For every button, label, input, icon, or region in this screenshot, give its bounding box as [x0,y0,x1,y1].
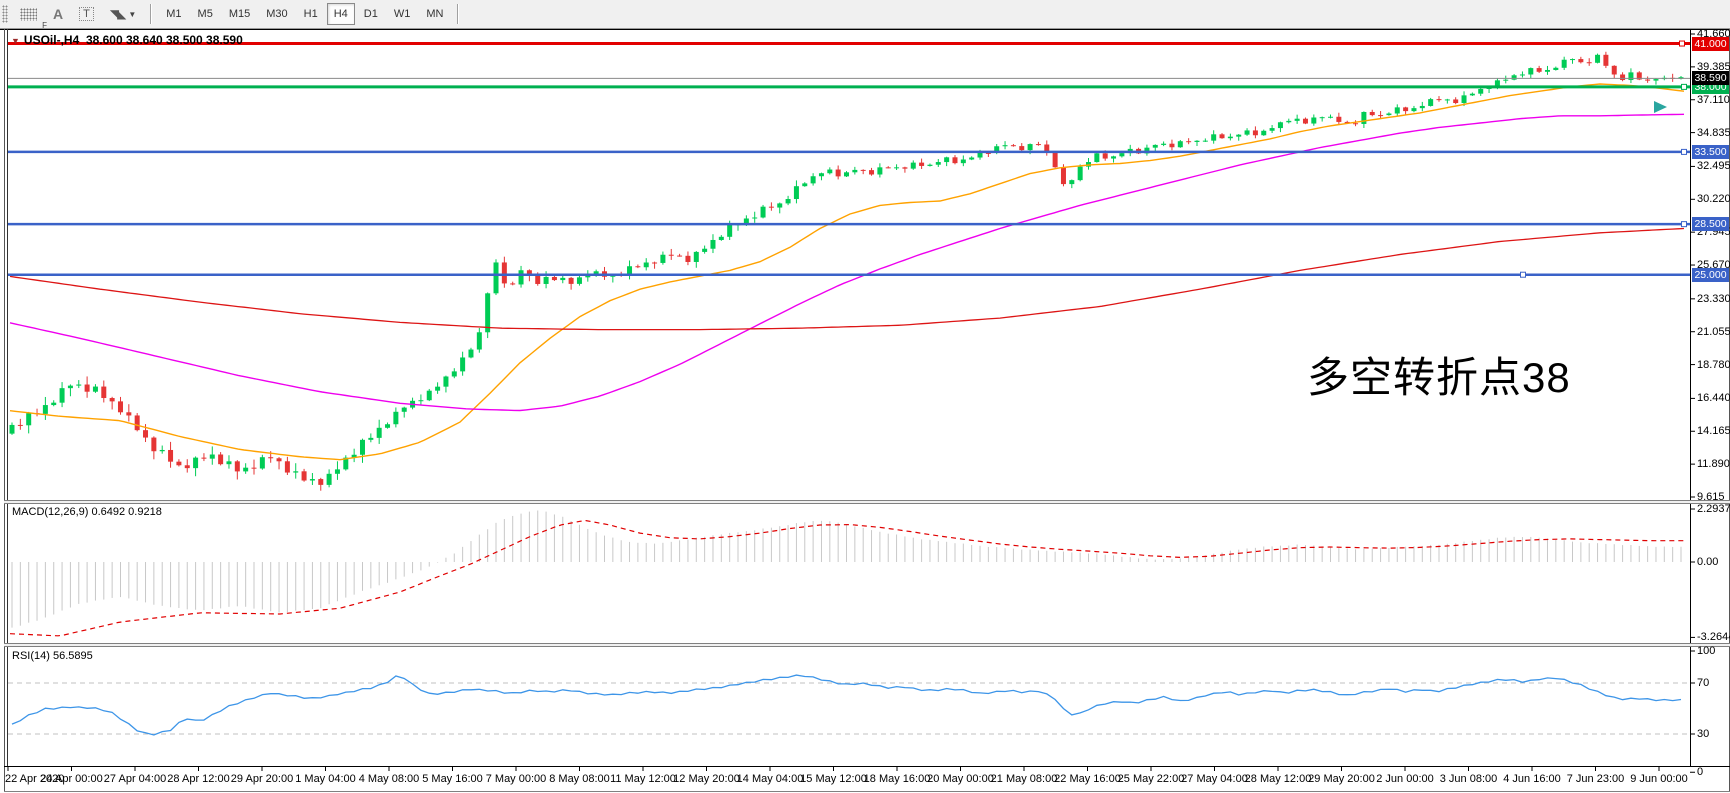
symbol-name: USOil-,H4 [23,33,80,47]
chart-window: ▼ USOil-,H4 38.600 38.640 38.500 38.590 M… [0,28,1730,793]
date-tick-label: 4 May 08:00 [358,773,420,785]
level-handle-38.000[interactable] [1681,83,1687,90]
date-tick-label: 3 Jun 08:00 [1439,773,1498,785]
date-tick-label: 20 May 00:00 [927,773,994,785]
rsi-line [11,674,1682,736]
ma-mid-line [9,113,1685,412]
timeframe-button-d1[interactable]: D1 [357,3,385,25]
timeframe-button-m1[interactable]: M1 [159,3,188,25]
price-tick-label: 32.495 [1697,160,1730,173]
date-tick-label: 1 May 04:00 [295,773,356,785]
price-tick-label: 34.835 [1697,126,1730,139]
date-tick-label: 8 May 08:00 [549,773,610,785]
level-handle-41.000[interactable] [1679,40,1685,47]
current-price-badge: 38.590 [1692,71,1729,86]
date-tick-label: 12 May 20:00 [673,773,740,785]
template-grid-icon[interactable]: F [13,3,47,30]
price-tick-label: 9.615 [1697,491,1725,503]
symbol-title: ▼ USOil-,H4 38.600 38.640 38.500 38.590 [11,33,243,47]
macd-tick-label: 0.00 [1697,556,1719,568]
date-tick-label: 2 Jun 00:00 [1376,773,1434,785]
letter-t-icon: T [79,7,94,21]
ma-fast-line [9,83,1685,461]
timeframe-button-m5[interactable]: M5 [191,3,220,25]
price-tick-label: 14.165 [1697,425,1730,438]
chart-canvas[interactable] [0,29,1730,793]
price-badge-25.000: 25.000 [1692,267,1729,282]
date-tick-label: 5 May 16:00 [422,773,483,785]
date-tick-label: 11 May 12:00 [610,773,676,785]
macd-signal-line [9,519,1684,637]
toolbar-grip[interactable] [2,5,8,23]
price-tick-label: 37.110 [1697,93,1730,106]
macd-label: MACD(12,26,9) 0.6492 0.9218 [12,506,162,518]
date-tick-label: 22 May 16:00 [1054,773,1121,785]
toolbar: F A T ◥◣ ▼ M1 M5 M15 M30 H1 H4 D1 W1 MN [0,0,1730,30]
date-tick-label: 29 May 20:00 [1308,773,1375,785]
price-tick-label: 18.780 [1697,358,1730,371]
price-badge-41.000: 41.000 [1692,36,1729,51]
price-tick-label: 21.055 [1697,325,1730,338]
chevron-down-icon: ▼ [128,9,137,19]
date-tick-label: 29 Apr 20:00 [230,773,294,785]
date-tick-label: 22 Apr 2020 [5,773,65,785]
level-handle-25.000[interactable] [1520,271,1526,278]
date-tick-label: 14 May 04:00 [736,773,804,785]
symbol-dropdown-icon[interactable]: ▼ [11,36,20,46]
price-tick-label: 23.330 [1697,292,1730,305]
rsi-tick-label: 100 [1697,645,1716,657]
date-tick-label: 28 Apr 12:00 [167,773,230,785]
date-tick-label: 15 May 12:00 [800,773,867,785]
letter-a-icon: A [53,6,64,22]
level-handle-33.500[interactable] [1681,148,1687,155]
arrow-tools-button[interactable]: ◥◣ ▼ [103,3,143,25]
timeframe-button-w1[interactable]: W1 [387,3,418,25]
toolbar-separator [150,4,153,24]
chart-bg [0,29,1730,793]
rsi-tick-label: 30 [1697,728,1710,740]
level-handle-28.500[interactable] [1681,221,1687,228]
timeframe-button-h4[interactable]: H4 [326,3,355,25]
date-tick-label: 25 May 22:00 [1117,773,1185,785]
ma-slow-line [9,227,1685,331]
date-tick-label: 27 May 04:00 [1181,773,1248,785]
chart-annotation-text[interactable]: 多空转折点38 [1307,354,1571,401]
grid-f-mark: F [42,21,47,30]
price-tick-label: 11.890 [1697,458,1730,471]
date-tick-label: 7 Jun 23:00 [1566,773,1625,785]
price-tick-label: 16.440 [1697,392,1730,405]
dotted-grid-icon [20,7,37,21]
macd-tick-label: 2.2937 [1697,503,1730,515]
timeframe-button-m15[interactable]: M15 [222,3,257,25]
price-tick-label: 39.385 [1697,60,1730,73]
date-tick-label: 27 Apr 04:00 [103,773,167,785]
rsi-tick-label: 0 [1697,766,1704,779]
text-label-tool-button[interactable]: A [46,3,70,25]
timeframe-button-mn[interactable]: MN [419,3,450,25]
price-arrow-icon[interactable] [1654,101,1667,113]
date-tick-label: 18 May 16:00 [863,773,931,785]
date-tick-label: 21 May 08:00 [990,773,1058,785]
timeframe-button-h1[interactable]: H1 [297,3,325,25]
date-tick-label: 28 May 12:00 [1244,773,1312,785]
timeframe-button-m30[interactable]: M30 [259,3,294,25]
toolbar-separator [457,4,460,24]
rsi-label: RSI(14) 56.5895 [12,650,93,662]
price-badge-33.500: 33.500 [1692,144,1729,159]
price-badge-28.500: 28.500 [1692,217,1729,232]
macd-tick-label: -3.2644 [1697,631,1730,644]
text-box-tool-button[interactable]: T [72,3,101,25]
price-tick-label: 30.220 [1697,193,1730,206]
timeframe-buttons: M1 M5 M15 M30 H1 H4 D1 W1 MN [158,3,451,25]
macd-histogram [11,510,1682,628]
date-tick-label: 9 Jun 00:00 [1630,773,1688,785]
date-tick-label: 4 Jun 16:00 [1503,773,1561,785]
ohlc-values: 38.600 38.640 38.500 38.590 [85,33,243,47]
date-tick-label: 24 Apr 00:00 [40,773,103,785]
arrows-icon: ◥◣ [109,7,127,21]
date-tick-label: 7 May 00:00 [485,773,547,785]
rsi-tick-label: 70 [1697,677,1710,689]
